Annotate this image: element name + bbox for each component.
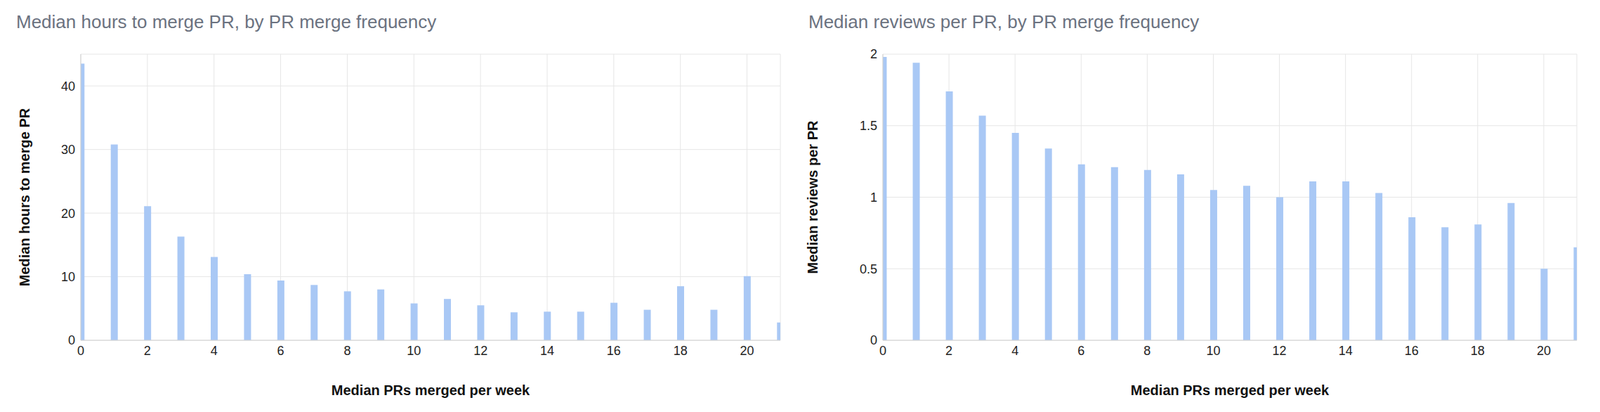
svg-text:Median PRs merged per week: Median PRs merged per week [331, 382, 531, 398]
svg-text:Median reviews per PR: Median reviews per PR [804, 120, 821, 274]
svg-text:10: 10 [406, 343, 421, 358]
svg-text:4: 4 [1011, 343, 1019, 358]
svg-text:2: 2 [143, 343, 152, 358]
svg-text:12: 12 [1272, 343, 1287, 358]
svg-text:6: 6 [277, 343, 285, 358]
svg-text:14: 14 [540, 343, 555, 358]
svg-text:0: 0 [68, 332, 76, 347]
svg-text:8: 8 [343, 343, 351, 358]
svg-text:0.5: 0.5 [859, 261, 878, 277]
svg-text:2: 2 [870, 47, 878, 62]
svg-text:Median hours to merge PR: Median hours to merge PR [16, 107, 33, 286]
svg-text:2: 2 [945, 343, 953, 358]
svg-text:0: 0 [879, 343, 887, 358]
svg-text:18: 18 [1470, 343, 1485, 358]
svg-text:20: 20 [1536, 343, 1551, 358]
svg-text:20: 20 [740, 343, 755, 358]
html-text:Median hours to merge PR, by P: Median hours to merge PR, by PR merge fr… [16, 11, 437, 33]
svg-text:40: 40 [61, 79, 76, 94]
svg-text:14: 14 [1338, 343, 1353, 358]
svg-text:18: 18 [673, 343, 688, 358]
svg-text:Median PRs merged per week: Median PRs merged per week [1130, 382, 1330, 398]
svg-text:30: 30 [61, 142, 76, 157]
svg-text:12: 12 [473, 343, 488, 358]
svg-text:16: 16 [1404, 343, 1419, 358]
svg-text:0: 0 [870, 332, 878, 347]
svg-text:8: 8 [1143, 343, 1151, 358]
html-text:Median reviews per PR, by PR m: Median reviews per PR, by PR merge frequ… [808, 11, 1200, 33]
svg-text:16: 16 [606, 343, 621, 358]
svg-text:0: 0 [77, 343, 85, 358]
svg-text:4: 4 [210, 343, 218, 358]
svg-text:10: 10 [61, 269, 76, 284]
svg-text:6: 6 [1077, 343, 1085, 358]
svg-text:1: 1 [870, 190, 878, 205]
svg-text:10: 10 [1205, 343, 1221, 358]
svg-text:20: 20 [61, 206, 76, 221]
svg-text:1.5: 1.5 [859, 118, 878, 133]
